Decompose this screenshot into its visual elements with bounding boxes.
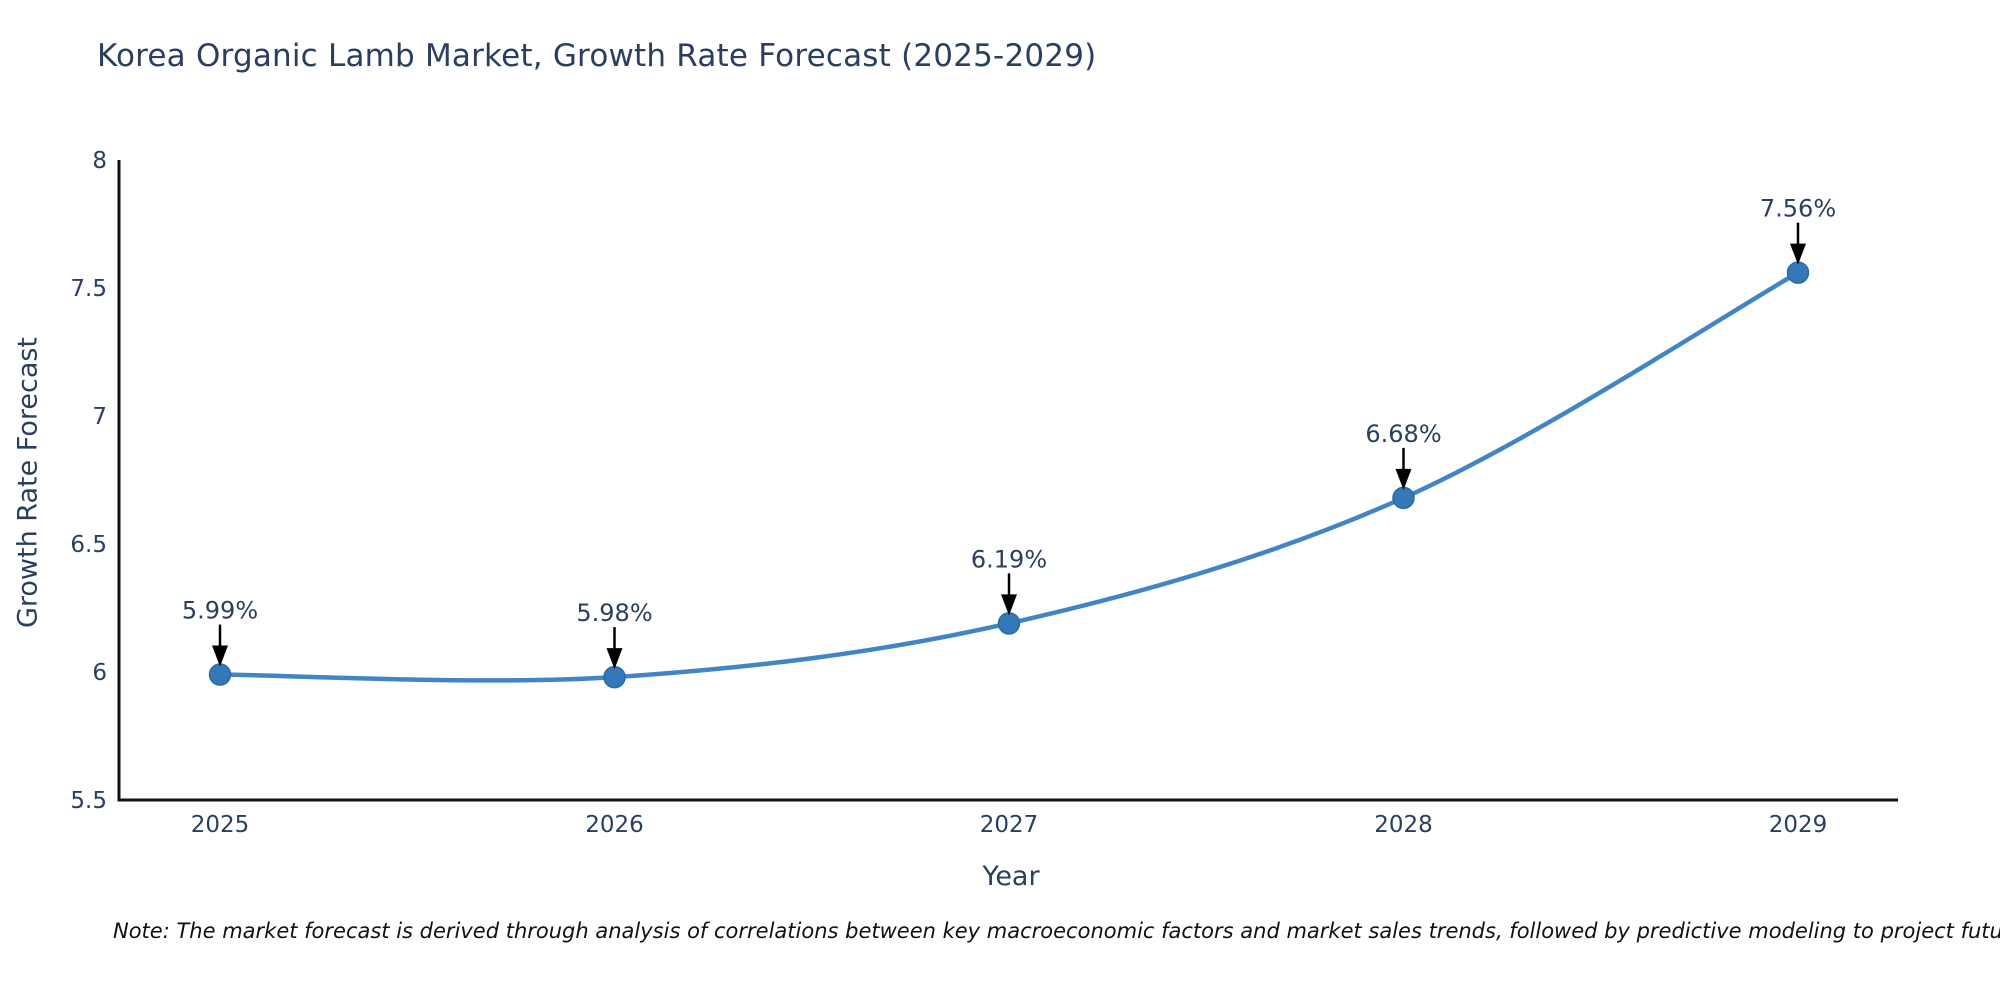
data-point-label: 6.19% xyxy=(971,545,1047,573)
data-point-marker xyxy=(997,612,1021,635)
y-tick-label: 5.5 xyxy=(70,788,107,814)
data-point-marker xyxy=(1786,261,1810,284)
x-tick-label: 2028 xyxy=(1374,812,1433,838)
data-point-label: 6.68% xyxy=(1365,420,1441,448)
chart-title: Korea Organic Lamb Market, Growth Rate F… xyxy=(97,38,1097,74)
x-tick-label: 2029 xyxy=(1769,812,1828,838)
annotation-arrow-head xyxy=(1395,468,1412,490)
y-tick-label: 8 xyxy=(92,148,107,174)
annotation-arrow-head xyxy=(212,645,228,667)
y-tick-label: 7 xyxy=(92,404,107,430)
annotation-arrow-head xyxy=(606,648,623,670)
x-tick-label: 2027 xyxy=(980,812,1039,838)
x-axis-title: Year xyxy=(982,861,1040,892)
annotation-arrow-head xyxy=(1001,594,1017,616)
x-tick-label: 2026 xyxy=(585,812,644,838)
data-point-label: 7.56% xyxy=(1760,195,1836,223)
y-axis-title: Growth Rate Forecast xyxy=(12,336,44,629)
data-point-marker xyxy=(603,665,626,689)
footnote: Note: The market forecast is derived thr… xyxy=(113,919,2000,943)
x-tick-label: 2025 xyxy=(191,812,250,838)
y-tick-label: 6 xyxy=(92,660,107,686)
y-tick-label: 7.5 xyxy=(70,276,107,302)
annotation-arrow-head xyxy=(1790,243,1806,265)
data-point-marker xyxy=(208,663,232,686)
y-tick-label: 6.5 xyxy=(70,532,107,558)
data-point-marker xyxy=(1392,486,1415,510)
data-point-label: 5.98% xyxy=(576,599,652,627)
data-point-label: 5.99% xyxy=(182,597,258,625)
